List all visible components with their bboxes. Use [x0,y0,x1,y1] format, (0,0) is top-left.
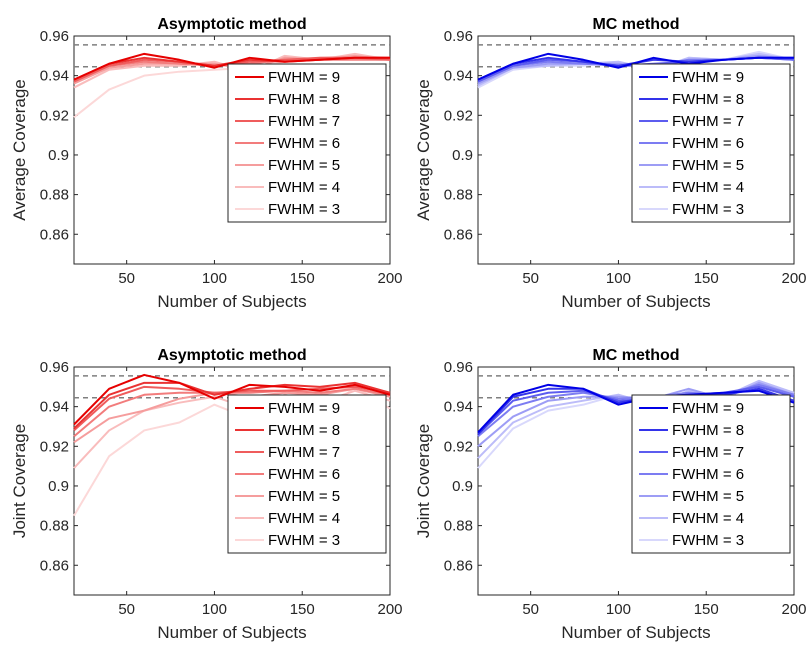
legend-label: FWHM = 6 [672,466,744,483]
legend-label: FWHM = 6 [268,466,340,483]
y-tick-label: 0.86 [40,226,69,243]
x-tick-label: 50 [522,270,539,287]
x-tick-label: 150 [694,601,719,618]
y-axis-label: Joint Coverage [414,424,433,538]
y-axis-label: Average Coverage [414,79,433,220]
chart-panel-3: 50 100 150 200 0.86 0.88 0.9 0.92 0.94 0.96 Asympt… [10,347,403,642]
x-tick-label: 200 [377,601,402,618]
y-tick-label: 0.9 [452,478,473,495]
x-tick-label: 50 [118,601,135,618]
legend-label: FWHM = 5 [672,157,744,174]
legend-label: FWHM = 9 [672,69,744,86]
y-tick-label: 0.94 [444,399,473,416]
y-tick-label: 0.86 [40,557,69,574]
x-tick-label: 200 [781,601,806,618]
legend-label: FWHM = 4 [268,179,340,196]
legend: FWHM = 9 FWHM = 8 FWHM = 7 FWHM = 6 FWHM = 5… [227,394,387,554]
legend-label: FWHM = 5 [268,157,340,174]
legend-label: FWHM = 3 [672,532,744,549]
legend-label: FWHM = 9 [268,400,340,417]
y-axis-label: Average Coverage [10,79,29,220]
x-tick-label: 200 [377,270,402,287]
chart-title: Asymptotic method [157,347,306,364]
legend-label: FWHM = 7 [672,444,744,461]
legend-label: FWHM = 9 [672,400,744,417]
legend: FWHM = 9 FWHM = 8 FWHM = 7 FWHM = 6 FWHM = 5… [227,63,387,223]
y-tick-label: 0.94 [40,399,69,416]
x-tick-label: 200 [781,270,806,287]
legend-label: FWHM = 4 [672,510,744,527]
legend: FWHM = 9 FWHM = 8 FWHM = 7 FWHM = 6 FWHM = 5… [631,63,791,223]
legend-label: FWHM = 8 [672,91,744,108]
legend-label: FWHM = 4 [268,510,340,527]
legend-label: FWHM = 5 [268,488,340,505]
y-tick-label: 0.92 [444,438,473,455]
x-axis-label: Number of Subjects [157,623,306,642]
y-tick-label: 0.88 [444,518,473,535]
legend-label: FWHM = 9 [268,69,340,86]
x-tick-label: 100 [202,601,227,618]
x-tick-label: 100 [606,270,631,287]
legend-label: FWHM = 5 [672,488,744,505]
legend-label: FWHM = 8 [268,91,340,108]
legend-label: FWHM = 3 [268,201,340,218]
y-tick-label: 0.88 [444,187,473,204]
x-axis-label: Number of Subjects [561,623,710,642]
legend-label: FWHM = 3 [268,532,340,549]
x-axis-label: Number of Subjects [561,292,710,311]
y-tick-label: 0.92 [444,107,473,124]
y-tick-label: 0.9 [452,147,473,164]
y-tick-label: 0.86 [444,226,473,243]
x-tick-label: 100 [202,270,227,287]
x-tick-label: 50 [522,601,539,618]
series-line-1 [73,52,390,81]
x-tick-label: 50 [118,270,135,287]
y-tick-label: 0.92 [40,438,69,455]
series-line-1 [73,373,391,426]
series-line-1 [477,52,794,81]
chart-panel-4: 50 100 150 200 0.86 0.88 0.9 0.92 0.94 0.96 MC met… [414,347,807,642]
x-tick-label: 150 [290,601,315,618]
y-tick-label: 0.88 [40,518,69,535]
y-tick-label: 0.88 [40,187,69,204]
x-tick-label: 150 [290,270,315,287]
legend-label: FWHM = 4 [672,179,744,196]
legend-label: FWHM = 8 [268,422,340,439]
legend-label: FWHM = 6 [672,135,744,152]
legend-label: FWHM = 3 [672,201,744,218]
y-tick-label: 0.9 [48,478,69,495]
chart-panel-2: 50 100 150 200 0.86 0.88 0.9 0.92 0.94 0.96 MC met… [414,16,807,311]
y-tick-label: 0.96 [40,359,69,376]
y-axis-label: Joint Coverage [10,424,29,538]
legend-label: FWHM = 7 [268,444,340,461]
x-axis-label: Number of Subjects [157,292,306,311]
chart-title: MC method [592,347,679,364]
y-tick-label: 0.92 [40,107,69,124]
chart-panel-1: 50 100 150 200 0.86 0.88 0.9 0.92 0.94 0.96 Asympt… [10,16,403,311]
chart-title: Asymptotic method [157,16,306,33]
legend-label: FWHM = 7 [672,113,744,130]
y-tick-label: 0.86 [444,557,473,574]
y-tick-label: 0.94 [40,68,69,85]
legend-label: FWHM = 7 [268,113,340,130]
y-tick-label: 0.9 [48,147,69,164]
legend-label: FWHM = 6 [268,135,340,152]
legend-label: FWHM = 8 [672,422,744,439]
y-tick-label: 0.94 [444,68,473,85]
legend: FWHM = 9 FWHM = 8 FWHM = 7 FWHM = 6 FWHM = 5… [631,394,791,554]
y-tick-label: 0.96 [40,28,69,45]
chart-title: MC method [592,16,679,33]
y-tick-label: 0.96 [444,28,473,45]
x-tick-label: 150 [694,270,719,287]
y-tick-label: 0.96 [444,359,473,376]
x-tick-label: 100 [606,601,631,618]
